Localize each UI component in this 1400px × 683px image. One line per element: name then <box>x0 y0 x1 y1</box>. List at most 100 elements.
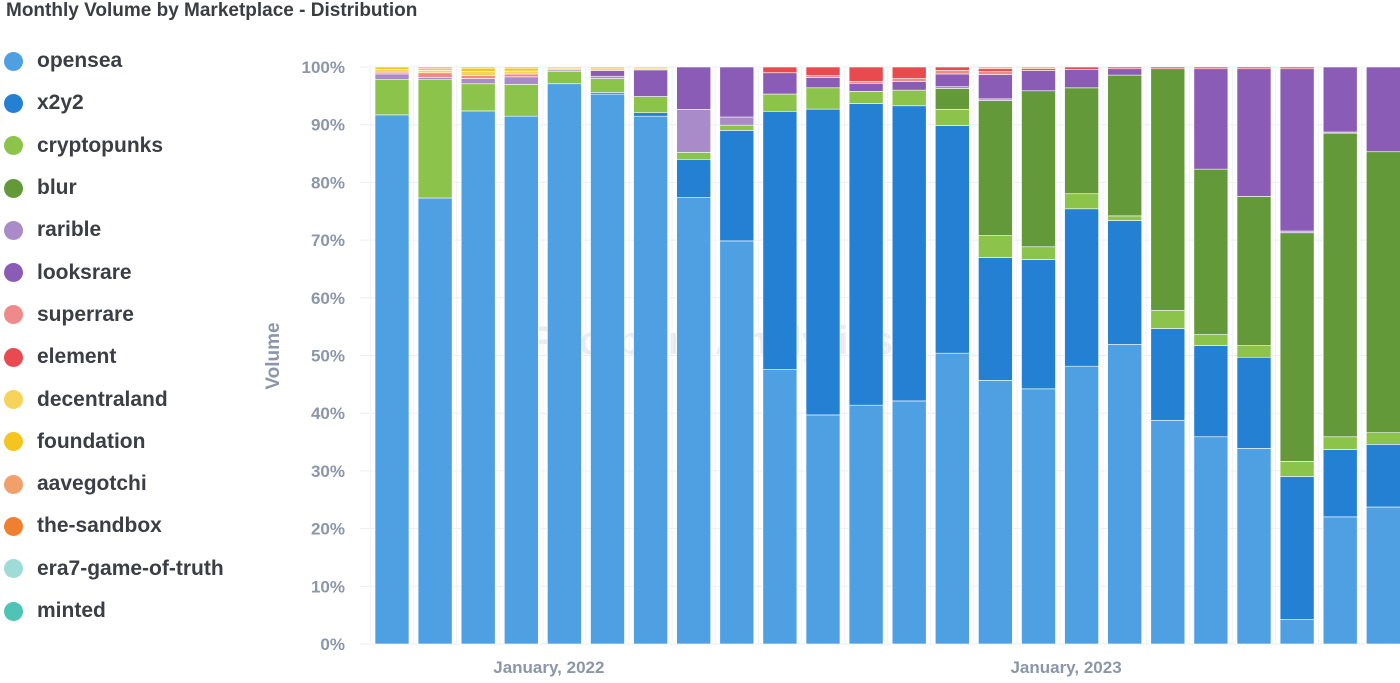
bar-segment-cryptopunks[interactable] <box>805 87 841 110</box>
bar-segment-rarible[interactable] <box>590 75 625 79</box>
bar-segment-looksrare[interactable] <box>1064 69 1099 89</box>
bar-segment-looksrare[interactable] <box>805 77 841 89</box>
bar-segment-cryptopunks[interactable] <box>633 96 668 114</box>
bar-segment-superrare[interactable] <box>417 72 453 78</box>
bar-segment-superrare[interactable] <box>934 70 970 75</box>
bar-segment-opensea[interactable] <box>1366 506 1400 645</box>
bar-segment-looksrare[interactable] <box>1021 70 1056 92</box>
bar-segment-blur[interactable] <box>1064 87 1099 195</box>
bar-segment-opensea[interactable] <box>460 110 496 645</box>
bar-segment-x2y2[interactable] <box>1322 449 1358 518</box>
bar-segment-opensea[interactable] <box>934 352 970 645</box>
bar-segment-opensea[interactable] <box>891 400 927 645</box>
bar-segment-opensea[interactable] <box>978 380 1013 645</box>
bar-segment-looksrare[interactable] <box>978 74 1013 100</box>
bar-segment-opensea[interactable] <box>676 197 712 645</box>
bar-segment-decentraland[interactable] <box>417 70 453 74</box>
bar-segment-x2y2[interactable] <box>934 125 970 354</box>
bar-segment-cryptopunks[interactable] <box>1322 436 1358 450</box>
bar-segment-element[interactable] <box>1193 66 1229 70</box>
bar-segment-blur[interactable] <box>1322 132 1358 438</box>
bar-segment-cryptopunks[interactable] <box>1366 432 1400 445</box>
bar-segment-cryptopunks[interactable] <box>978 235 1013 258</box>
bar-segment-element[interactable] <box>891 66 927 79</box>
bar-segment-x2y2[interactable] <box>676 158 712 198</box>
legend-item-era7-game-of-truth[interactable]: era7-game-of-truth <box>4 548 254 590</box>
legend-item-foundation[interactable]: foundation <box>4 421 254 463</box>
bar-segment-looksrare[interactable] <box>1366 66 1400 153</box>
bar-segment-rarible[interactable] <box>417 77 453 80</box>
bar-segment-opensea[interactable] <box>1279 619 1315 645</box>
bar-segment-x2y2[interactable] <box>1193 345 1229 438</box>
bar-segment-aavegotchi[interactable] <box>417 66 453 70</box>
bar-segment-looksrare[interactable] <box>1322 66 1358 133</box>
bar-segment-opensea[interactable] <box>1193 436 1229 645</box>
bar-segment-decentraland[interactable] <box>460 71 496 76</box>
bar-segment-cryptopunks[interactable] <box>848 91 884 104</box>
bar-segment-blur[interactable] <box>1150 68 1186 311</box>
bar-segment-opensea[interactable] <box>417 197 453 645</box>
bar-segment-element[interactable] <box>1279 66 1315 70</box>
bar-segment-rarible[interactable] <box>503 76 539 85</box>
bar-segment-opensea[interactable] <box>1322 516 1358 645</box>
bar-segment-aavegotchi[interactable] <box>503 66 539 69</box>
bar-segment-superrare[interactable] <box>978 71 1013 75</box>
bar-segment-looksrare[interactable] <box>1279 68 1315 232</box>
bar-segment-cryptopunks[interactable] <box>762 93 798 112</box>
bar-segment-element[interactable] <box>934 66 970 71</box>
bar-segment-cryptopunks[interactable] <box>934 108 970 126</box>
bar-segment-rarible[interactable] <box>719 116 755 126</box>
bar-segment-x2y2[interactable] <box>848 103 884 406</box>
legend-item-decentraland[interactable]: decentraland <box>4 378 254 420</box>
legend-item-looksrare[interactable]: looksrare <box>4 251 254 293</box>
legend-item-minted[interactable]: minted <box>4 590 254 632</box>
bar-segment-rarible[interactable] <box>374 73 410 80</box>
bar-segment-x2y2[interactable] <box>1021 259 1056 390</box>
bar-segment-x2y2[interactable] <box>805 108 841 416</box>
bar-segment-opensea[interactable] <box>848 404 884 645</box>
bar-segment-looksrare[interactable] <box>848 82 884 92</box>
bar-segment-x2y2[interactable] <box>762 110 798 370</box>
bar-segment-foundation[interactable] <box>547 66 582 69</box>
bar-segment-looksrare[interactable] <box>934 73 970 87</box>
bar-segment-x2y2[interactable] <box>719 130 755 242</box>
bar-segment-opensea[interactable] <box>1150 419 1186 645</box>
bar-segment-looksrare[interactable] <box>891 81 927 91</box>
bar-segment-cryptopunks[interactable] <box>460 83 496 112</box>
bar-segment-aavegotchi[interactable] <box>1021 66 1056 70</box>
bar-segment-looksrare[interactable] <box>1107 68 1142 76</box>
bar-segment-cryptopunks[interactable] <box>1064 193 1099 210</box>
bar-segment-looksrare[interactable] <box>676 66 712 110</box>
bar-segment-blur[interactable] <box>1279 232 1315 462</box>
bar-segment-aavegotchi[interactable] <box>460 66 496 69</box>
bar-segment-x2y2[interactable] <box>1107 220 1142 345</box>
bar-segment-x2y2[interactable] <box>633 112 668 117</box>
bar-segment-cryptopunks[interactable] <box>547 71 582 85</box>
bar-segment-looksrare[interactable] <box>719 66 755 118</box>
legend-item-the-sandbox[interactable]: the-sandbox <box>4 505 254 547</box>
bar-segment-opensea[interactable] <box>719 240 755 645</box>
legend-item-element[interactable]: element <box>4 336 254 378</box>
bar-segment-decentraland[interactable] <box>374 69 410 73</box>
bar-segment-blur[interactable] <box>1107 74 1142 217</box>
bar-segment-superrare[interactable] <box>460 75 496 79</box>
bar-segment-x2y2[interactable] <box>1279 476 1315 620</box>
legend-item-blur[interactable]: blur <box>4 167 254 209</box>
bar-segment-cryptopunks[interactable] <box>1279 461 1315 477</box>
bar-segment-blur[interactable] <box>978 100 1013 236</box>
bar-segment-cryptopunks[interactable] <box>1193 334 1229 346</box>
bar-segment-rarible[interactable] <box>676 109 712 153</box>
bar-segment-opensea[interactable] <box>590 93 625 645</box>
bar-segment-x2y2[interactable] <box>978 257 1013 381</box>
bar-segment-element[interactable] <box>1107 66 1142 70</box>
bar-segment-opensea[interactable] <box>1107 344 1142 645</box>
bar-segment-cryptopunks[interactable] <box>719 124 755 131</box>
bar-segment-blur[interactable] <box>934 88 970 110</box>
legend-item-cryptopunks[interactable]: cryptopunks <box>4 125 254 167</box>
bar-segment-cryptopunks[interactable] <box>1107 215 1142 221</box>
legend-item-x2y2[interactable]: x2y2 <box>4 82 254 124</box>
bar-segment-opensea[interactable] <box>762 369 798 645</box>
bar-segment-cryptopunks[interactable] <box>590 78 625 93</box>
bar-segment-cryptopunks[interactable] <box>676 152 712 160</box>
bar-segment-cryptopunks[interactable] <box>891 89 927 107</box>
